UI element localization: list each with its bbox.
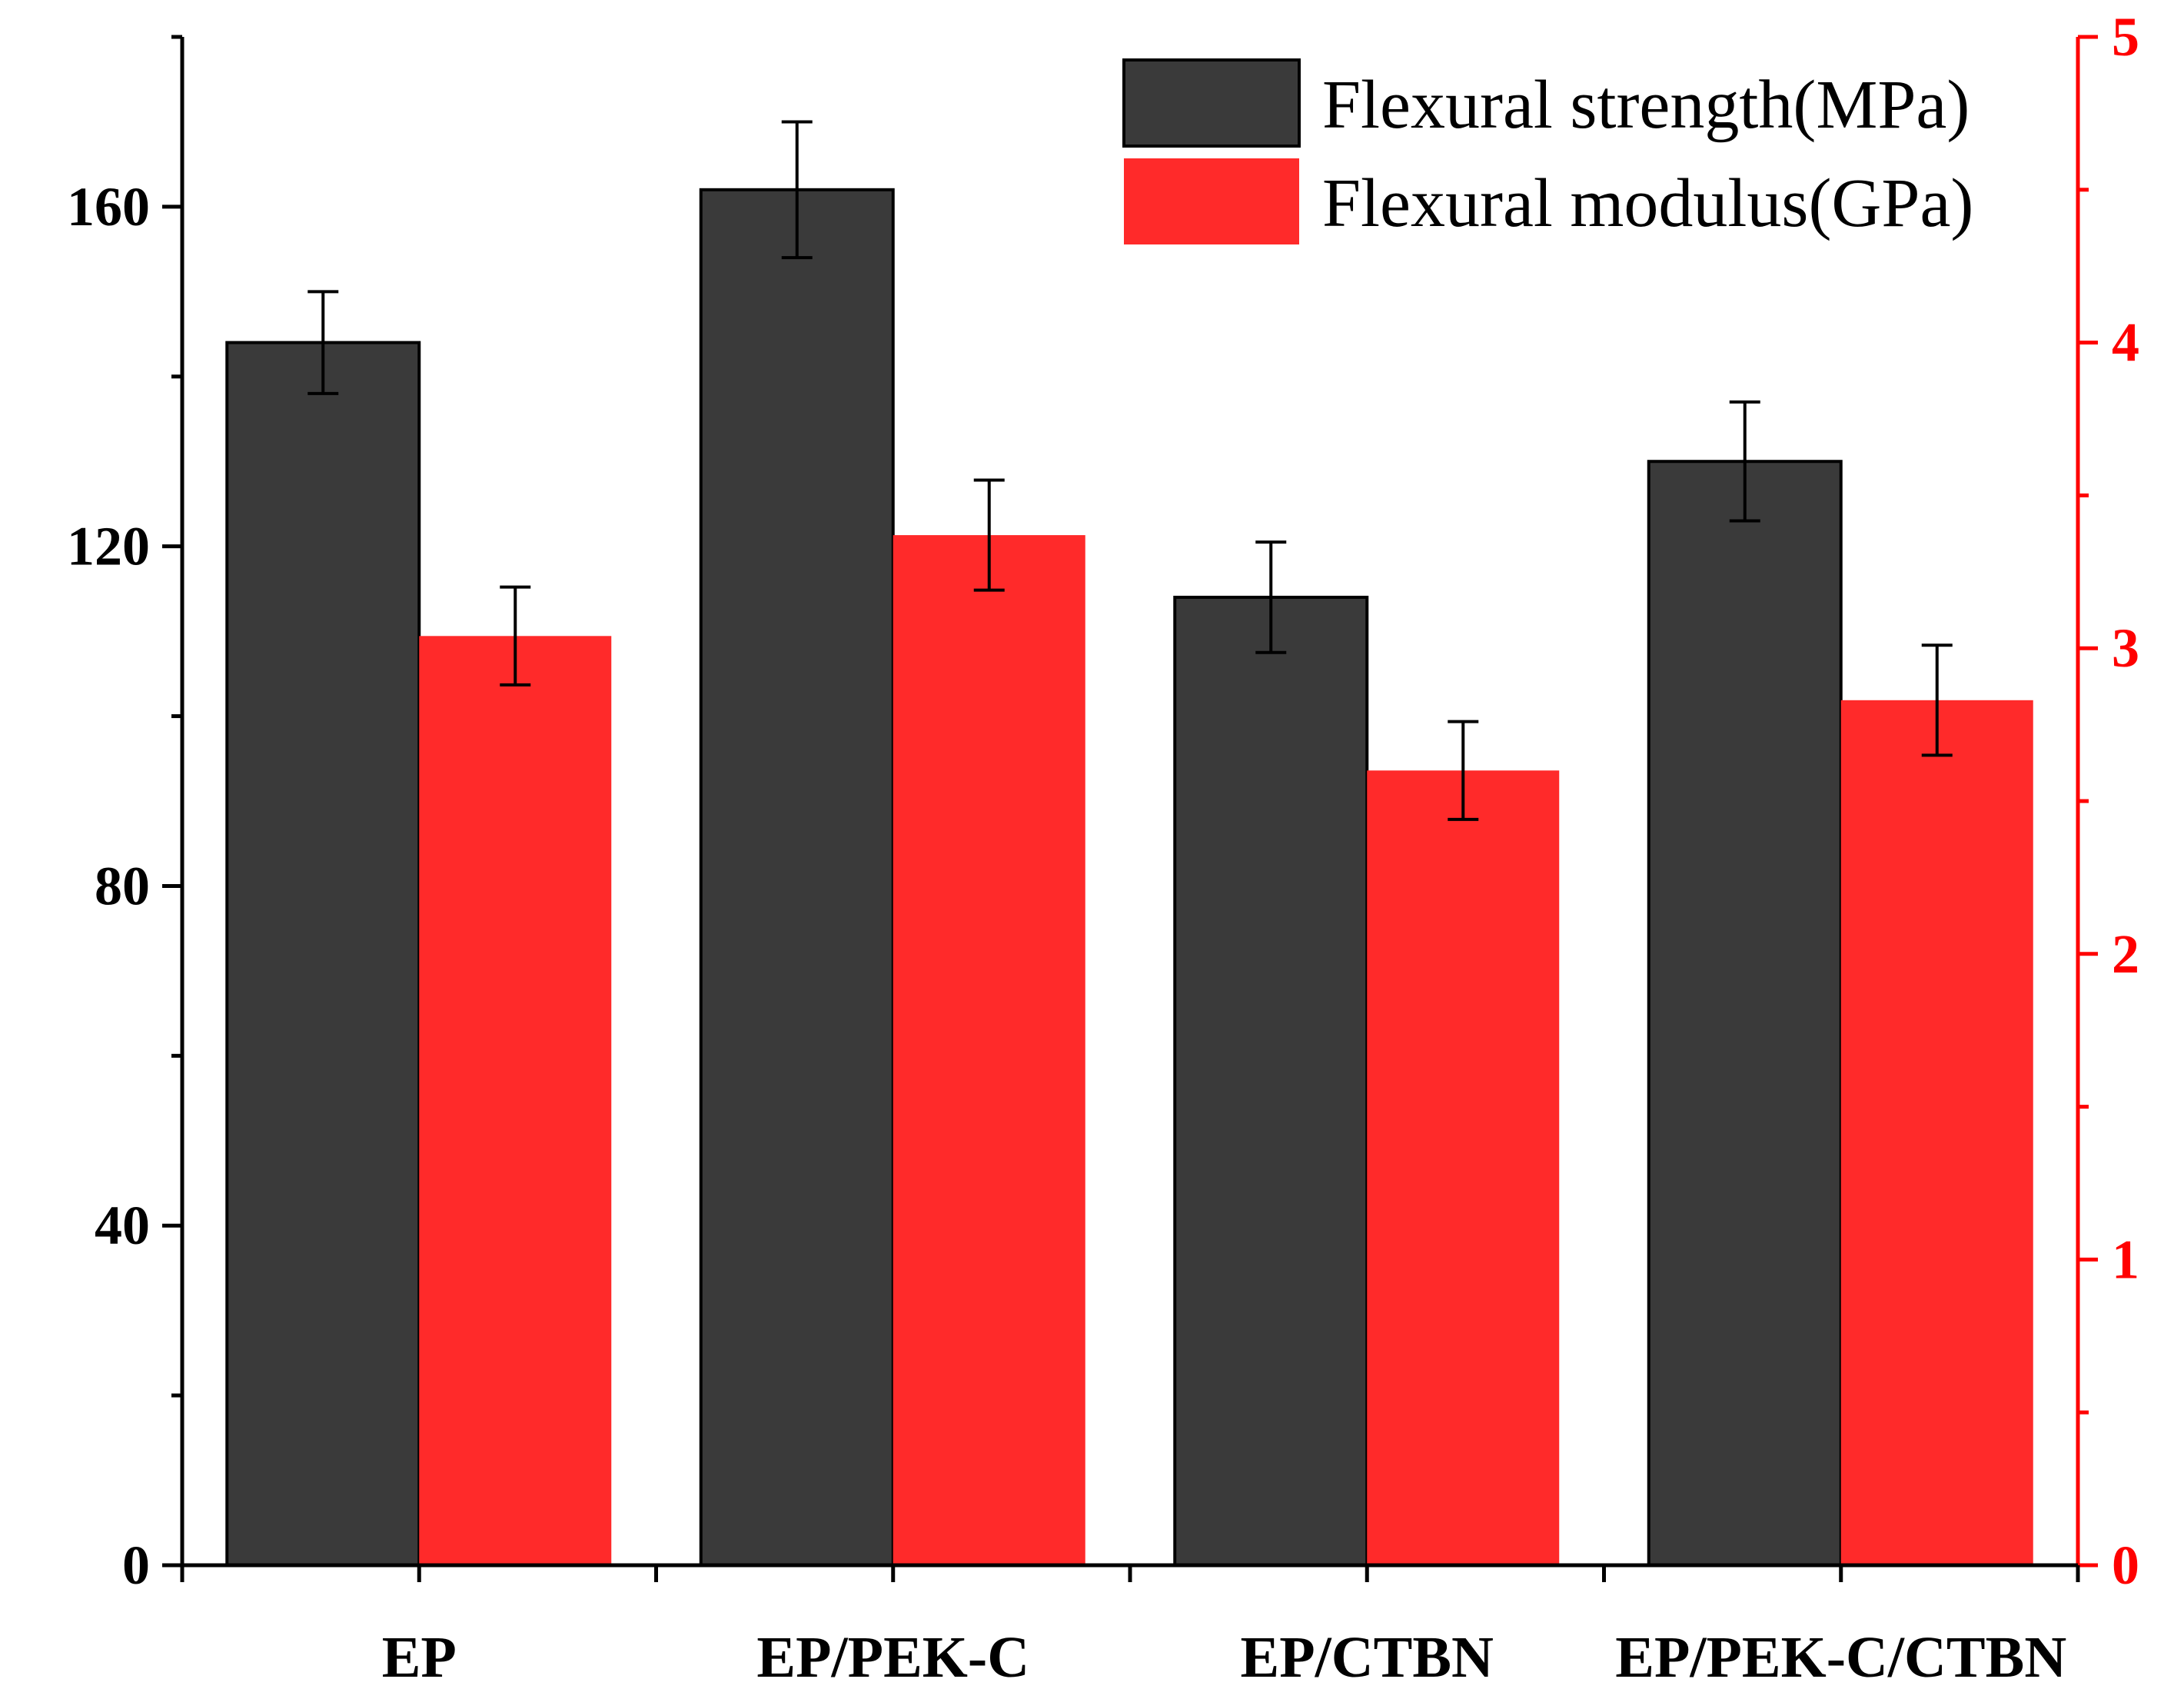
y-right-tick-label: 0 [2112, 1534, 2139, 1596]
legend-label-0: Flexural strength(MPa) [1322, 67, 1970, 143]
x-tick-label-2: EP/CTBN [1241, 1625, 1494, 1689]
bar-modulus-3 [1840, 700, 2033, 1565]
y-right-tick-label: 1 [2112, 1229, 2139, 1290]
errorbars-layer [307, 120, 1953, 821]
y-right-tick-label: 2 [2112, 923, 2139, 985]
axes-layer: EP EP/PEK-C EP/CTBN EP/PEK-C/CTBN0408012016… [67, 6, 2139, 1689]
bar-modulus-1 [893, 535, 1085, 1565]
y-right-tick-label: 3 [2112, 617, 2139, 679]
legend: Flexural strength(MPa) Flexural modulus(G… [1122, 58, 1973, 244]
y-left-tick-label: 40 [95, 1195, 150, 1256]
bars-layer [225, 188, 2033, 1568]
bar-strength-2 [1173, 595, 1369, 1567]
y-left-tick-label: 160 [67, 176, 150, 238]
y-left-tick-label: 0 [122, 1534, 150, 1596]
legend-swatch-1 [1124, 158, 1299, 244]
bar-strength-3 [1647, 460, 1843, 1568]
y-right-tick-label: 5 [2112, 6, 2139, 68]
bar-modulus-0 [419, 636, 612, 1565]
x-tick-label-3: EP/PEK-C/CTBN [1615, 1625, 2066, 1689]
y-right-tick-label: 4 [2112, 312, 2139, 374]
y-left-tick-label: 80 [95, 855, 150, 916]
bar-strength-1 [699, 188, 895, 1567]
bar-strength-0 [225, 341, 421, 1568]
y-left-tick-label: 120 [67, 516, 150, 577]
bar-modulus-2 [1367, 770, 1560, 1565]
x-tick-label-1: EP/PEK-C [756, 1625, 1029, 1689]
legend-label-1: Flexural modulus(GPa) [1322, 165, 1973, 241]
x-tick-label-0: EP [382, 1625, 457, 1689]
legend-swatch-0 [1122, 58, 1301, 148]
